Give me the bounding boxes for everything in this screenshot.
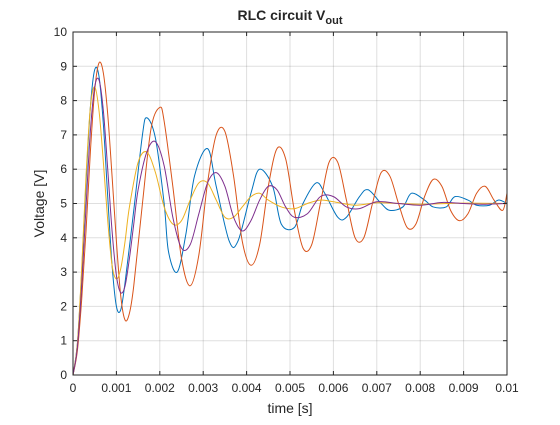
x-tick-label: 0.004 xyxy=(232,381,262,395)
y-tick-label: 2 xyxy=(60,299,67,313)
x-tick-label: 0.01 xyxy=(495,381,519,395)
series-line-4 xyxy=(72,77,508,376)
x-tick-labels: 0 0.001 0.002 0.003 0.004 0.005 0.006 0.007 0.00… xyxy=(70,381,519,395)
chart-title-subscript: out xyxy=(325,15,342,27)
y-tick-label: 3 xyxy=(60,265,67,279)
x-tick-label: 0.007 xyxy=(362,381,392,395)
x-tick-label: 0.008 xyxy=(405,381,435,395)
y-tick-label: 10 xyxy=(54,25,68,39)
y-tick-label: 9 xyxy=(60,59,67,73)
x-tick-label: 0.006 xyxy=(318,381,348,395)
y-tick-label: 0 xyxy=(60,368,67,382)
series-line-3 xyxy=(72,86,508,376)
tick-marks xyxy=(72,31,508,376)
y-tick-label: 4 xyxy=(60,231,67,245)
y-tick-label: 5 xyxy=(60,197,67,211)
chart-title: RLC circuit Vout xyxy=(237,7,342,27)
x-tick-label: 0.002 xyxy=(145,381,175,395)
x-tick-label: 0.001 xyxy=(101,381,131,395)
y-axis-label: Voltage [V] xyxy=(31,170,47,238)
chart-title-main: RLC circuit V xyxy=(237,7,326,23)
x-tick-label: 0.009 xyxy=(449,381,479,395)
y-tick-label: 8 xyxy=(60,94,67,108)
y-tick-label: 6 xyxy=(60,162,67,176)
grid-lines xyxy=(73,32,507,375)
series-lines xyxy=(72,61,508,376)
y-tick-label: 7 xyxy=(60,128,67,142)
y-tick-labels: 0 1 2 3 4 5 6 7 8 9 10 xyxy=(54,25,68,382)
x-tick-label: 0 xyxy=(70,381,77,395)
series-line-2 xyxy=(72,61,508,376)
x-tick-label: 0.005 xyxy=(275,381,305,395)
series-line-1 xyxy=(72,66,508,376)
y-tick-label: 1 xyxy=(60,334,67,348)
x-tick-label: 0.003 xyxy=(188,381,218,395)
x-axis-label: time [s] xyxy=(267,400,312,416)
